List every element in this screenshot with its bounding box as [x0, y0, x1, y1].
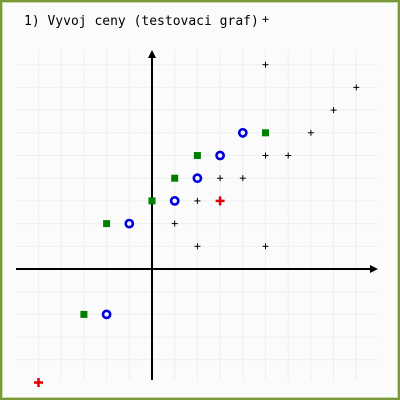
data-point-square [262, 129, 269, 137]
data-point-ring [101, 309, 112, 320]
data-point-cross [353, 84, 360, 91]
data-point-cross [217, 175, 224, 182]
data-point-red-cross [34, 378, 43, 387]
data-points [34, 16, 360, 387]
data-point-cross [262, 152, 269, 159]
data-point-cross [307, 129, 314, 136]
data-point-cross [171, 220, 178, 227]
x-axis-arrow [370, 265, 378, 273]
data-point-ring [237, 127, 248, 138]
data-point-red-cross [215, 196, 225, 206]
data-point-ring [124, 218, 135, 229]
data-point-square [103, 220, 111, 228]
data-point-cross [262, 243, 269, 250]
data-point-square [171, 174, 179, 182]
data-point-ring [215, 150, 225, 161]
data-point-square [193, 152, 201, 159]
data-point-square [80, 310, 88, 318]
data-point-cross [285, 152, 292, 159]
y-axis-arrow [148, 50, 156, 58]
data-point-cross [239, 175, 246, 182]
axes [16, 50, 378, 380]
data-point-cross [194, 197, 201, 204]
data-point-cross [330, 107, 337, 114]
data-point-cross [262, 16, 269, 23]
data-point-square [148, 197, 156, 205]
data-point-cross [262, 61, 269, 68]
grid [16, 50, 378, 380]
chart-title: 1) Vyvoj ceny (testovaci graf) [24, 14, 259, 29]
data-point-cross [194, 243, 201, 250]
data-point-ring [192, 173, 203, 184]
data-point-ring [169, 195, 180, 206]
